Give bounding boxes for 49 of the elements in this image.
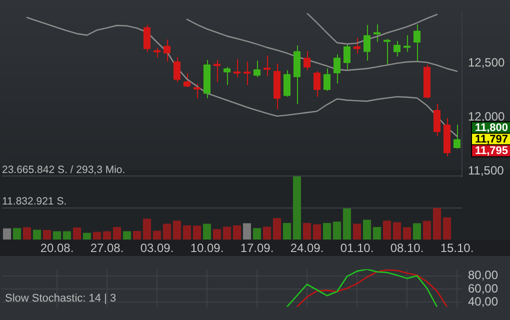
candlestick bbox=[434, 103, 440, 136]
y-tick-label: 11,500 bbox=[468, 164, 504, 178]
candlestick bbox=[364, 24, 370, 62]
candlestick bbox=[224, 66, 230, 86]
annotation: Slow Stochastic: 14 | 3 bbox=[5, 292, 116, 304]
y-tick-label: 12,500 bbox=[468, 55, 506, 70]
candlestick bbox=[304, 50, 310, 71]
candlestick bbox=[454, 124, 460, 150]
x-tick-label: 24.09. bbox=[290, 241, 324, 256]
annotation: / 293,3 Mio. bbox=[70, 164, 126, 176]
candlestick bbox=[354, 38, 360, 54]
candlestick bbox=[214, 60, 220, 82]
candlestick bbox=[314, 70, 320, 98]
candlestick bbox=[374, 24, 380, 42]
candlestick bbox=[384, 38, 390, 65]
candlestick bbox=[264, 55, 270, 77]
x-tick-label: 03.09. bbox=[140, 241, 174, 256]
y-tick-label: 40,00 bbox=[468, 294, 498, 308]
candlestick bbox=[244, 61, 250, 86]
x-tick-label: 10.09. bbox=[190, 241, 224, 256]
text: 11,795 bbox=[475, 145, 508, 158]
candlestick bbox=[394, 40, 400, 58]
x-tick-label: 15.10. bbox=[440, 241, 474, 256]
y-tick-label: 11.832.921 S. bbox=[2, 196, 67, 208]
y-tick-label: 23.665.842 S. bbox=[2, 164, 68, 176]
candlestick bbox=[174, 56, 180, 82]
candlestick bbox=[284, 70, 290, 98]
text: 11,800 bbox=[475, 122, 508, 134]
candlestick bbox=[194, 83, 200, 99]
x-tick-label: 20.08. bbox=[40, 241, 74, 256]
candlestick bbox=[344, 43, 350, 70]
x-tick-label: 01.10. bbox=[340, 241, 374, 256]
y-tick-label: 60,00 bbox=[468, 281, 498, 296]
candlestick bbox=[164, 39, 170, 62]
x-tick-label: 08.10. bbox=[390, 241, 424, 256]
candlestick bbox=[404, 34, 410, 52]
x-tick-label: 17.09. bbox=[240, 241, 274, 256]
candlestick bbox=[414, 24, 420, 62]
text: 11,797 bbox=[475, 134, 508, 146]
candlestick bbox=[254, 60, 260, 78]
candlestick bbox=[154, 47, 160, 58]
x-tick-label: 27.08. bbox=[90, 241, 124, 256]
y-tick-label: 12,000 bbox=[468, 110, 506, 124]
candlestick bbox=[324, 68, 330, 92]
candlestick bbox=[184, 72, 190, 88]
candlestick bbox=[334, 54, 340, 84]
y-tick-label: 80,00 bbox=[468, 268, 498, 282]
candlestick bbox=[144, 24, 150, 52]
candlestick bbox=[234, 58, 240, 78]
